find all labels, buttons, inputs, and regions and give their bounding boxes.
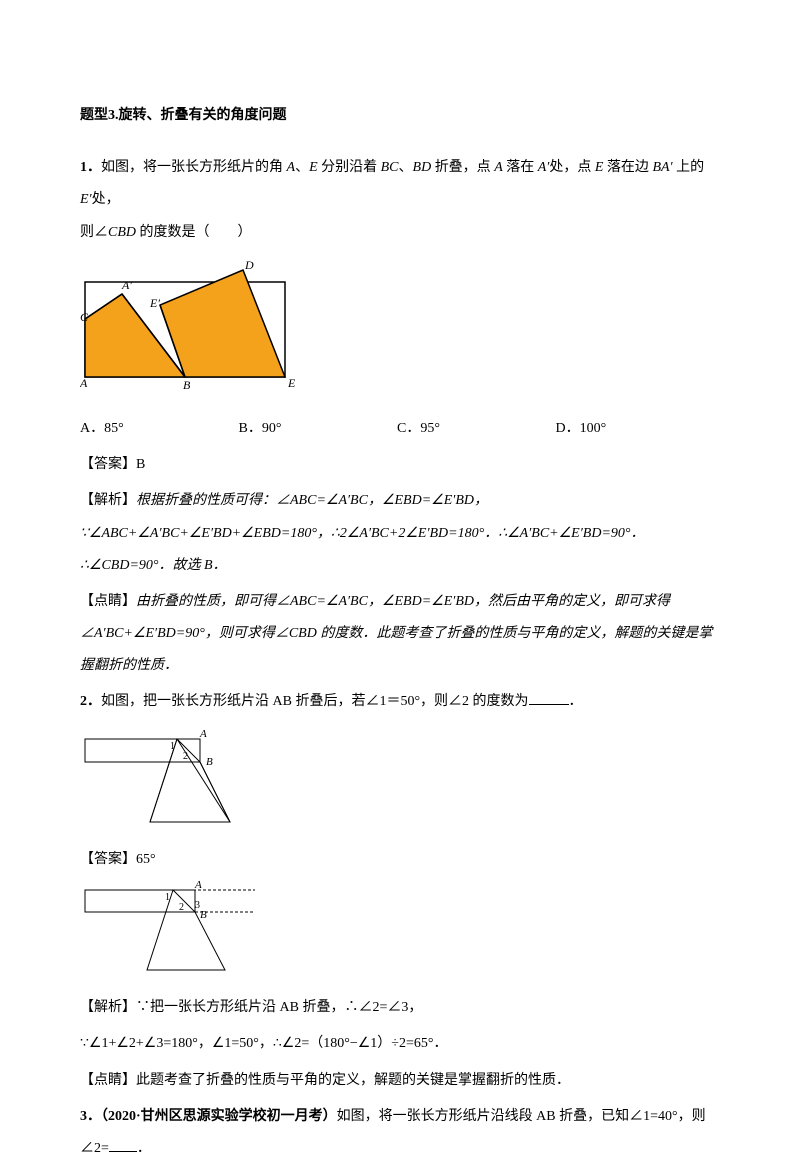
- q1-t5: 折叠，点: [431, 160, 494, 175]
- q1-Ap: A′: [538, 160, 550, 175]
- q2-tip-label: 【点睛】: [80, 1073, 136, 1088]
- q3-source: （2020·甘州区思源实验学校初一月考）: [101, 1109, 337, 1124]
- diagram1-Ep: E′: [149, 296, 160, 310]
- q2-number: 2．: [80, 694, 101, 709]
- diagram2-B: B: [206, 756, 213, 768]
- diagram1-C: C: [80, 310, 89, 324]
- section-title: 题型3.旋转、折叠有关的角度问题: [80, 100, 714, 132]
- q1-answer-val: B: [136, 457, 145, 472]
- q1-tip-text: 由折叠的性质，即可得∠ABC=∠A′BC，∠EBD=∠E′BD，然后由平角的定义…: [80, 594, 712, 673]
- q1-t10: 处，: [92, 192, 120, 207]
- q1-t1: 如图，将一张长方形纸片的角: [101, 160, 287, 175]
- q2-answer-label: 【答案】: [80, 852, 136, 867]
- diagram1-A: A: [80, 376, 88, 390]
- diagram3-2: 2: [179, 902, 184, 913]
- option-C: C．95°: [397, 413, 556, 445]
- q1-BAp: BA′: [652, 160, 672, 175]
- q3-number: 3．: [80, 1109, 101, 1124]
- q1-answer-label: 【答案】: [80, 457, 136, 472]
- q1-t11: 则∠: [80, 225, 108, 240]
- q1-explain-label: 【解析】: [80, 493, 136, 508]
- diagram1-B: B: [183, 378, 191, 392]
- diagram3-3: 3: [195, 900, 200, 911]
- q2-explain-label: 【解析】: [80, 1000, 136, 1015]
- q3-blank: [109, 1138, 137, 1152]
- q2-blank: [529, 691, 569, 705]
- q1-t12: 的度数是（ ）: [136, 225, 252, 240]
- option-A: A．85°: [80, 413, 239, 445]
- q2-tip: 【点睛】此题考查了折叠的性质与平角的定义，解题的关键是掌握翻折的性质．: [80, 1065, 714, 1097]
- q2-answer: 【答案】65°: [80, 844, 714, 876]
- diagram3-B: B: [200, 909, 207, 921]
- q2-explain: 【解析】∵把一张长方形纸片沿 AB 折叠，∴∠2=∠3，: [80, 992, 714, 1024]
- q1-E: E: [309, 160, 318, 175]
- q2-tip-text: 此题考查了折叠的性质与平角的定义，解题的关键是掌握翻折的性质．: [136, 1073, 570, 1088]
- q1-t4: 、: [399, 160, 413, 175]
- diagram2-1: 1: [170, 741, 175, 752]
- diagram1-E: E: [287, 376, 295, 390]
- q1-t7: 处，点: [549, 160, 595, 175]
- q1-explain-text: 根据折叠的性质可得：∠ABC=∠A′BC，∠EBD=∠E′BD，∵∠ABC+∠A…: [80, 493, 645, 572]
- diagram2-A: A: [199, 728, 207, 740]
- q1-explain: 【解析】根据折叠的性质可得：∠ABC=∠A′BC，∠EBD=∠E′BD，∵∠AB…: [80, 485, 714, 582]
- q2-explain2: ∵∠1+∠2+∠3=180°，∠1=50°，∴∠2=（180°−∠1）÷2=65…: [80, 1028, 714, 1060]
- q1-t3: 分别沿着: [318, 160, 381, 175]
- q3-text: 3．（2020·甘州区思源实验学校初一月考）如图，将一张长方形纸片沿线段 AB …: [80, 1101, 714, 1165]
- q1-A: A: [287, 160, 296, 175]
- q1-BD: BD: [413, 160, 432, 175]
- q1-answer: 【答案】B: [80, 449, 714, 481]
- q1-BC: BC: [381, 160, 399, 175]
- q1-t9: 上的: [673, 160, 705, 175]
- q2-answer-val: 65°: [136, 852, 156, 867]
- q1-number: 1．: [80, 160, 101, 175]
- q1-options: A．85° B．90° C．95° D．100°: [80, 413, 714, 445]
- q1-tip-label: 【点睛】: [80, 594, 136, 609]
- q2-text: 2．如图，把一张长方形纸片沿 AB 折叠后，若∠1＝50°，则∠2 的度数为 ．: [80, 686, 714, 718]
- q2-end: ．: [569, 694, 583, 709]
- q2-body: 如图，把一张长方形纸片沿 AB 折叠后，若∠1＝50°，则∠2 的度数为: [101, 694, 529, 709]
- q1-text: 1．如图，将一张长方形纸片的角 A、E 分别沿着 BC、BD 折叠，点 A 落在…: [80, 152, 714, 249]
- option-D: D．100°: [556, 413, 715, 445]
- q1-t8: 落在边: [603, 160, 652, 175]
- q2-explain-text: ∵把一张长方形纸片沿 AB 折叠，∴∠2=∠3，: [136, 1000, 422, 1015]
- q2-diagram: A B 1 2: [80, 727, 714, 840]
- q3-end: ．: [137, 1141, 151, 1156]
- q1-diagram: A B C D E A′ E′: [80, 257, 714, 405]
- diagram2-2: 2: [183, 751, 188, 762]
- q1-A2: A: [494, 160, 503, 175]
- q1-tip: 【点睛】由折叠的性质，即可得∠ABC=∠A′BC，∠EBD=∠E′BD，然后由平…: [80, 586, 714, 683]
- q1-t2: 、: [295, 160, 309, 175]
- option-B: B．90°: [239, 413, 398, 445]
- diagram1-Ap: A′: [121, 278, 132, 292]
- diagram3-1: 1: [165, 892, 170, 903]
- q2-explain2-text: ∵∠1+∠2+∠3=180°，∠1=50°，∴∠2=（180°−∠1）÷2=65…: [80, 1036, 447, 1051]
- diagram1-D: D: [244, 258, 254, 272]
- q1-t6: 落在: [503, 160, 538, 175]
- q1-Ep: E′: [80, 192, 92, 207]
- q1-CBD: CBD: [108, 225, 136, 240]
- diagram3-A: A: [194, 880, 202, 891]
- q2-diagram2: A B 1 2 3: [80, 880, 714, 988]
